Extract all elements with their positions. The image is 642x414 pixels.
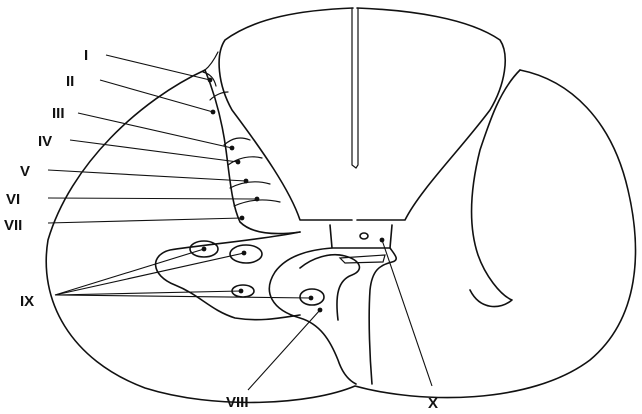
lamina-iv-boundary bbox=[227, 156, 263, 166]
label-lamina-vi: VI bbox=[6, 191, 20, 208]
ventral-median-fissure bbox=[268, 247, 397, 385]
label-lamina-i: I bbox=[84, 47, 88, 64]
left-ventral-horn bbox=[154, 231, 301, 321]
fissure-tip bbox=[338, 254, 386, 264]
label-lamina-iv: IV bbox=[38, 133, 52, 150]
dot-v bbox=[243, 178, 249, 184]
lamina-iii-boundary bbox=[223, 137, 251, 146]
left-horn-inner-border bbox=[204, 51, 219, 71]
central-commissure bbox=[329, 224, 393, 249]
leader-ix-2 bbox=[54, 252, 245, 296]
leader-ix-1 bbox=[54, 248, 205, 296]
label-lamina-ii: II bbox=[66, 73, 74, 90]
dorsal-median-septum bbox=[351, 7, 359, 169]
leader-x bbox=[381, 239, 433, 387]
label-lamina-x: X bbox=[428, 395, 438, 412]
dot-ix-2 bbox=[241, 250, 247, 256]
leader-ix-4 bbox=[54, 294, 312, 299]
dot-ix-4 bbox=[308, 295, 314, 301]
cord-outline bbox=[45, 69, 637, 404]
dot-vi bbox=[254, 196, 260, 202]
dorsal-column-left bbox=[218, 7, 354, 221]
central-canal bbox=[359, 232, 369, 240]
left-dorsal-horn bbox=[204, 69, 301, 235]
lamina-v-boundary bbox=[229, 181, 271, 189]
leader-vi bbox=[47, 197, 258, 200]
leader-i bbox=[105, 54, 211, 81]
label-lamina-iii: III bbox=[52, 105, 65, 122]
dorsal-column-right bbox=[356, 7, 506, 221]
dot-viii bbox=[317, 307, 323, 313]
dot-i bbox=[207, 77, 213, 83]
lamina-i-boundary bbox=[202, 71, 217, 87]
label-lamina-viii: VIII bbox=[226, 394, 249, 411]
dot-iii bbox=[229, 145, 235, 151]
motor-nucleus-1 bbox=[189, 240, 219, 258]
dot-x bbox=[379, 237, 385, 243]
leader-viii bbox=[247, 309, 321, 391]
leader-vii bbox=[47, 217, 243, 224]
label-lamina-ix: IX bbox=[20, 293, 34, 310]
dot-iv bbox=[235, 159, 241, 165]
dot-ix-1 bbox=[201, 246, 207, 252]
label-lamina-vii: VII bbox=[4, 217, 22, 234]
dot-vii bbox=[239, 215, 245, 221]
lamina-viii-border bbox=[299, 253, 361, 321]
motor-nucleus-4 bbox=[299, 288, 325, 306]
leader-ix-3 bbox=[54, 290, 242, 296]
dot-ix-3 bbox=[238, 288, 244, 294]
right-dorsal-horn bbox=[469, 69, 521, 308]
leader-v bbox=[47, 169, 247, 182]
motor-nucleus-2 bbox=[229, 244, 263, 264]
label-lamina-v: V bbox=[20, 163, 30, 180]
leader-iv bbox=[69, 139, 239, 163]
leader-ii bbox=[99, 79, 214, 113]
lamina-ii-boundary bbox=[209, 91, 229, 101]
leader-iii bbox=[77, 112, 233, 149]
dot-ii bbox=[210, 109, 216, 115]
